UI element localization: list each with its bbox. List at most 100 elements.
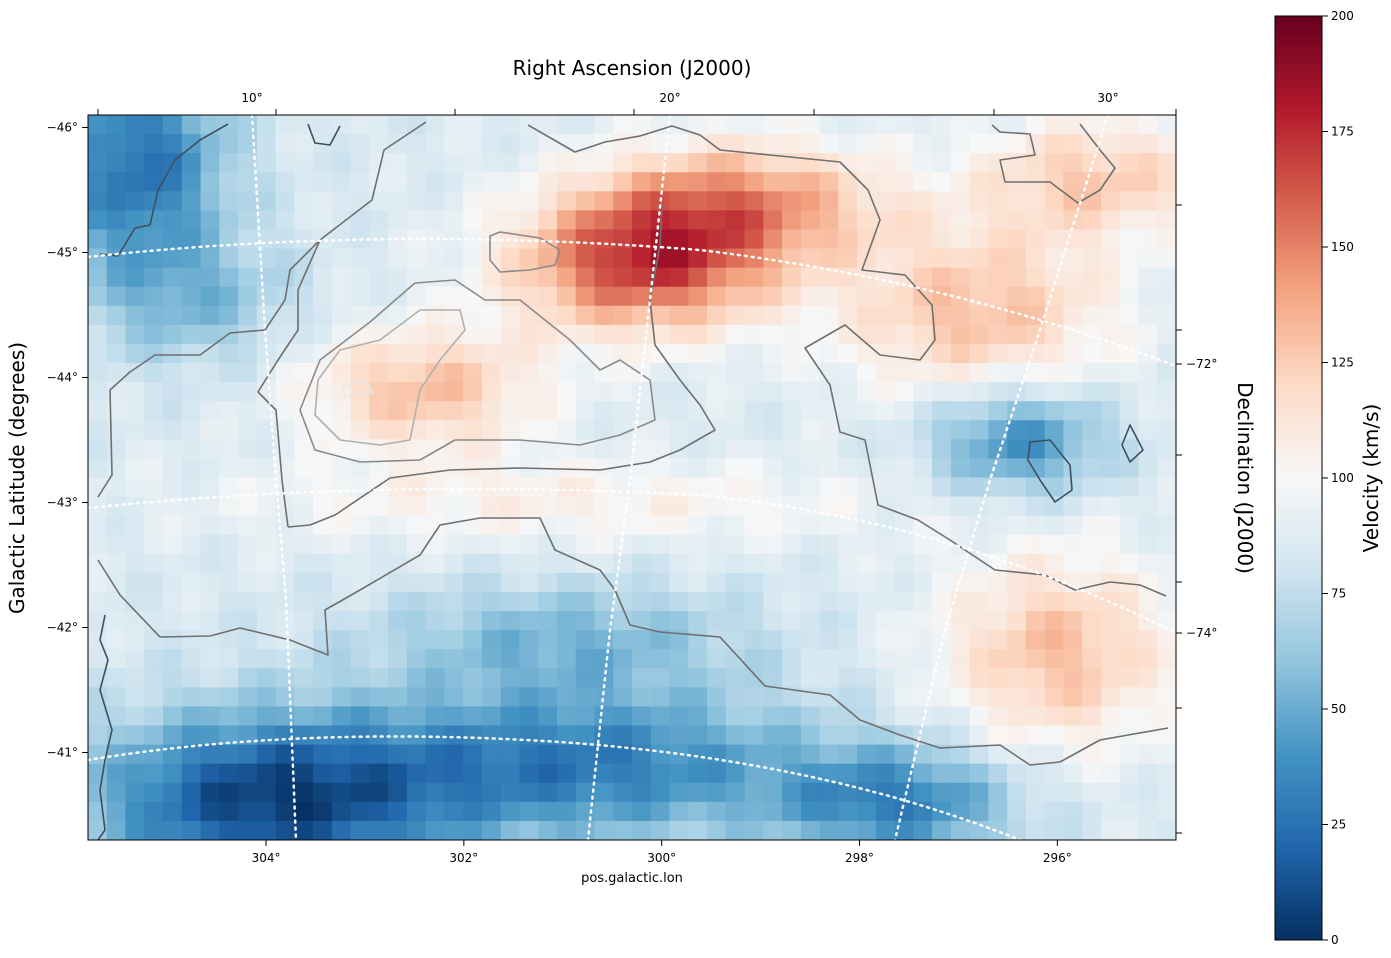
heatmap-cell	[369, 382, 389, 402]
heatmap-cell	[913, 458, 933, 479]
ra-grid-line-30	[893, 115, 1110, 840]
heatmap-cell	[875, 534, 896, 555]
heatmap-cell	[894, 496, 914, 517]
heatmap-cell	[1025, 706, 1046, 727]
heatmap-cell	[632, 382, 652, 402]
heatmap-cell	[1082, 801, 1102, 822]
heatmap-cell	[1138, 115, 1158, 135]
heatmap-cell	[369, 534, 389, 555]
heatmap-cell	[444, 553, 464, 574]
heatmap-cell	[238, 801, 258, 822]
heatmap-cell	[969, 363, 990, 383]
heatmap-cell	[200, 534, 220, 555]
heatmap-cell	[425, 458, 446, 479]
heatmap-cell	[650, 439, 671, 460]
heatmap-cell	[294, 248, 314, 269]
heatmap-cell	[594, 267, 614, 288]
heatmap-cell	[369, 343, 389, 364]
heatmap-cell	[88, 725, 108, 746]
heatmap-cell	[782, 382, 802, 402]
heatmap-cell	[388, 477, 408, 498]
heatmap-cell	[238, 515, 258, 536]
heatmap-cell	[1119, 668, 1140, 688]
heatmap-cell	[744, 191, 764, 211]
heatmap-cell	[1138, 572, 1158, 593]
heatmap-cell	[444, 534, 464, 555]
heatmap-cell	[857, 763, 877, 784]
heatmap-cell	[894, 134, 914, 154]
heatmap-cell	[144, 210, 164, 231]
heatmap-cell	[331, 782, 352, 803]
heatmap-cell	[463, 363, 483, 383]
heatmap-cell	[669, 191, 689, 211]
heatmap-cell	[632, 439, 652, 460]
heatmap-cell	[481, 763, 502, 784]
heatmap-cell	[875, 725, 896, 746]
heatmap-cell	[519, 534, 539, 555]
heatmap-cell	[857, 553, 877, 574]
heatmap-cell	[163, 820, 183, 840]
heatmap-cell	[594, 324, 614, 345]
heatmap-cell	[425, 248, 446, 269]
heatmap-cell	[294, 763, 314, 784]
heatmap-cell	[1044, 649, 1065, 669]
heatmap-cell	[556, 515, 577, 536]
heatmap-cell	[857, 687, 877, 708]
heatmap-cell	[1100, 115, 1121, 135]
heatmap-cell	[463, 248, 483, 269]
heatmap-cell	[932, 305, 952, 326]
heatmap-cell	[163, 782, 183, 803]
heatmap-cell	[463, 820, 483, 840]
heatmap-cell	[913, 668, 933, 688]
heatmap-cell	[425, 382, 446, 402]
heatmap-cell	[1100, 305, 1121, 326]
heatmap-cell	[406, 611, 427, 631]
heatmap-cell	[725, 706, 746, 727]
heatmap-cell	[350, 782, 370, 803]
heatmap-cell	[688, 191, 708, 211]
heatmap-cell	[782, 477, 802, 498]
heatmap-cell	[331, 649, 352, 669]
heatmap-cell	[238, 286, 258, 307]
heatmap-cell	[538, 477, 558, 498]
heatmap-cell	[613, 248, 633, 269]
heatmap-cell	[444, 153, 464, 173]
heatmap-cell	[1100, 343, 1121, 364]
heatmap-cell	[181, 439, 202, 460]
heatmap-cell	[894, 382, 914, 402]
heatmap-cell	[1025, 687, 1046, 708]
heatmap-cell	[932, 782, 952, 803]
heatmap-cell	[1063, 630, 1083, 650]
heatmap-cell	[857, 153, 877, 173]
heatmap-cell	[219, 191, 239, 211]
heatmap-cell	[219, 496, 239, 517]
heatmap-cell	[163, 134, 183, 154]
heatmap-cell	[1007, 458, 1027, 479]
heatmap-cell	[444, 611, 464, 631]
heatmap-cell	[181, 248, 202, 269]
heatmap-cell	[819, 477, 839, 498]
heatmap-cell	[707, 401, 727, 421]
heatmap-cell	[988, 324, 1008, 345]
heatmap-cell	[857, 744, 877, 765]
heatmap-cell	[838, 363, 858, 383]
heatmap-cell	[932, 382, 952, 402]
heatmap-cell	[538, 153, 558, 173]
heatmap-cell	[894, 477, 914, 498]
heatmap-cell	[688, 611, 708, 631]
heatmap-cell	[106, 534, 127, 555]
heatmap-cell	[782, 115, 802, 135]
heatmap-cell	[950, 820, 971, 840]
heatmap-cell	[1119, 801, 1140, 822]
heatmap-cell	[950, 744, 971, 765]
heatmap-cell	[88, 649, 108, 669]
heatmap-cell	[1044, 229, 1065, 250]
heatmap-cell	[388, 210, 408, 231]
heatmap-cell	[969, 420, 990, 440]
heatmap-cell	[425, 782, 446, 803]
heatmap-cell	[1025, 439, 1046, 460]
heatmap-cell	[406, 267, 427, 288]
heatmap-cell	[1007, 515, 1027, 536]
heatmap-cell	[444, 477, 464, 498]
